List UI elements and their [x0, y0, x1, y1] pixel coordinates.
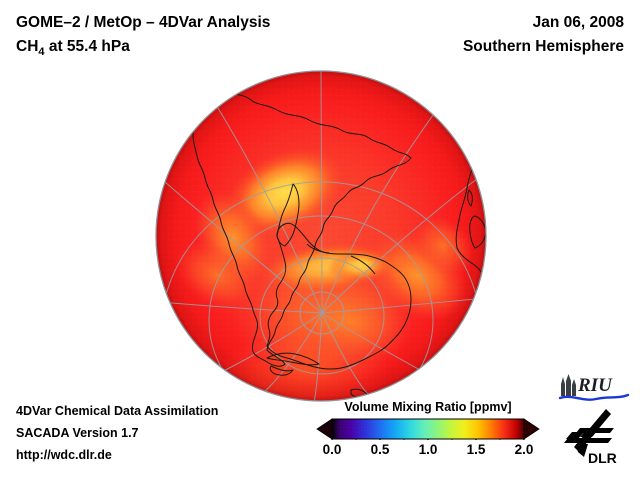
- coastline-antarctica: [266, 222, 412, 370]
- colorbar-tick-label-3: 1.5: [466, 442, 486, 457]
- dlr-emblem-icon: [564, 409, 614, 457]
- colorbar-bar-texture: [332, 419, 524, 439]
- meridian-180: [313, 312, 323, 401]
- colorbar-extend-min-arrow: [316, 418, 333, 440]
- globe-map: [155, 70, 489, 404]
- meridian-30e: [321, 103, 442, 314]
- colorbar-title: Volume Mixing Ratio [ppmv]: [344, 400, 512, 414]
- meridian-60e: [321, 175, 482, 314]
- colorbar-tick-label-2: 1.0: [418, 442, 438, 457]
- data-field-layer: [156, 71, 486, 401]
- species-formula-subscript: 4: [38, 45, 45, 58]
- colorbar-tick-labels: 0.0 0.5 1.0 1.5 2.0: [316, 442, 540, 462]
- coastline-south-america: [192, 87, 412, 367]
- colorbar-tick-label-0: 0.0: [322, 442, 342, 457]
- coastline-madagascar: [469, 215, 486, 249]
- version-label: SACADA Version 1.7: [16, 426, 139, 440]
- coastline-southern-africa: [455, 121, 486, 281]
- website-link[interactable]: http://wdc.dlr.de: [16, 448, 112, 462]
- colorbar-ticks: [331, 439, 525, 440]
- species-formula-prefix: CH: [16, 38, 39, 55]
- colorbar-tick-label-4: 2.0: [514, 442, 534, 457]
- colorbar: Volume Mixing Ratio [ppmv]: [316, 400, 540, 470]
- meridian-90w: [158, 301, 323, 314]
- region-label: Southern Hemisphere: [462, 38, 624, 55]
- colorbar-minor-ticks: [355, 439, 501, 440]
- latitude-circle-30s: [208, 215, 434, 401]
- meridian-60w: [164, 181, 323, 314]
- page-title: GOME–2 / MetOp – 4DVar Analysis: [16, 14, 271, 31]
- coastline-africa-inland: [467, 189, 473, 207]
- colorbar-tick-label-1: 0.5: [370, 442, 390, 457]
- date-label: Jan 06, 2008: [532, 14, 624, 31]
- colorbar-extend-max-arrow: [523, 418, 540, 440]
- orthographic-projection-svg: [155, 70, 487, 402]
- riu-logo: RIU: [558, 374, 630, 401]
- coastline-antarctica-detail-b: [350, 255, 376, 275]
- assimilation-label: 4DVar Chemical Data Assimilation: [16, 404, 219, 418]
- meridian-30w: [212, 99, 323, 314]
- species-level-label: CH4 at 55.4 hPa: [16, 38, 130, 58]
- colorbar-gradient: [316, 418, 540, 440]
- riu-wordmark: RIU: [577, 375, 613, 396]
- riu-wave-icon: [558, 393, 630, 401]
- meridian-0: [320, 71, 323, 314]
- coastline-antarctica-detail-a: [306, 243, 330, 254]
- species-level-text: at 55.4 hPa: [44, 38, 130, 55]
- globe-limb-outline: [155, 70, 487, 402]
- dlr-logo: DLR: [564, 409, 617, 466]
- riu-spires-icon: [561, 374, 576, 396]
- coastline-antarctic-peninsula: [276, 183, 300, 247]
- dlr-wordmark: DLR: [588, 450, 617, 466]
- south-pole-marker: [320, 311, 324, 315]
- coastline-australia: [266, 352, 320, 366]
- coastline-tierra-del-fuego: [269, 365, 294, 376]
